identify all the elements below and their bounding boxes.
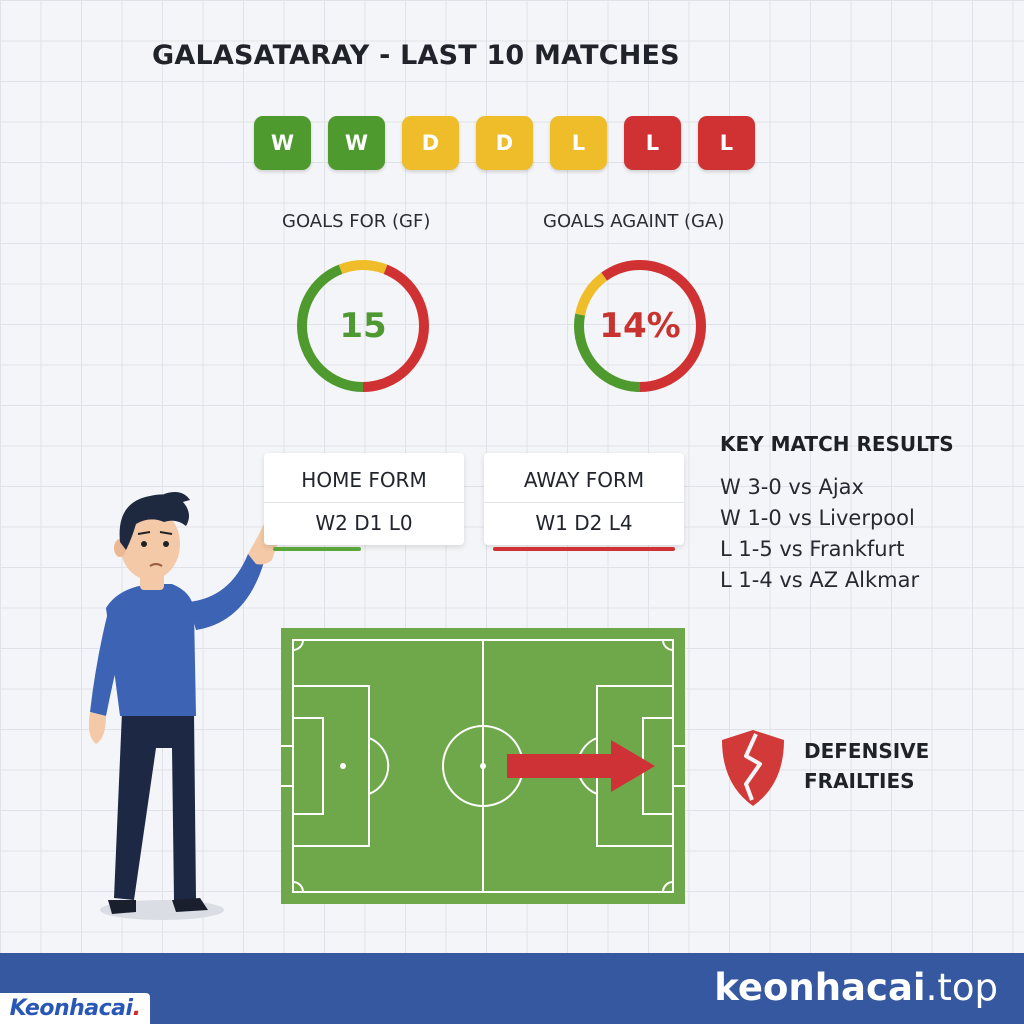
goals-for-label: GOALS FOR (GF) <box>282 211 431 232</box>
ring-segment-red <box>574 260 706 392</box>
brand-logo[interactable]: Keonhacai. <box>0 993 150 1024</box>
goals-against-value: 14% <box>599 306 681 346</box>
form-badge-d: D <box>402 116 459 170</box>
form-badge-l: L <box>550 116 607 170</box>
goals-for-ring: 15 <box>293 256 433 396</box>
key-results-title: KEY MATCH RESULTS <box>720 432 954 456</box>
frailties-line-2: FRAILTIES <box>804 769 915 793</box>
site-name[interactable]: keonhacai.top <box>714 966 998 1009</box>
attack-arrow <box>507 740 655 792</box>
form-badge-w: W <box>328 116 385 170</box>
football-pitch <box>281 628 685 904</box>
site-name-tld: .top <box>925 966 998 1009</box>
logo-dot: . <box>132 996 141 1021</box>
home-form-value: W2 D1 L0 <box>315 511 413 535</box>
ring-segment-red <box>297 260 429 392</box>
home-form-line <box>273 547 361 551</box>
defensive-frailties-label: DEFENSIVE FRAILTIES <box>804 736 929 796</box>
broken-shield-icon <box>722 730 784 806</box>
site-name-main: keonhacai <box>714 966 926 1009</box>
goals-against-ring: 14% <box>570 256 710 396</box>
away-form-line <box>493 547 675 551</box>
home-form-title: HOME FORM <box>264 453 464 503</box>
frailties-line-1: DEFENSIVE <box>804 739 930 763</box>
key-result-item: L 1-5 vs Frankfurt <box>720 537 905 561</box>
away-form-title: AWAY FORM <box>484 453 684 503</box>
goals-against-donut <box>574 260 706 392</box>
away-form-card: AWAY FORM W1 D2 L4 <box>484 453 684 545</box>
home-form-card: HOME FORM W2 D1 L0 <box>264 453 464 545</box>
form-badge-d: D <box>476 116 533 170</box>
goals-for-value: 15 <box>339 306 387 346</box>
person-illustration <box>88 492 278 920</box>
logo-text: Keonhacai. <box>10 996 141 1021</box>
key-result-item: L 1-4 vs AZ Alkmar <box>720 568 920 592</box>
away-form-value: W1 D2 L4 <box>535 511 633 535</box>
key-result-item: W 1-0 vs Liverpool <box>720 506 915 530</box>
goals-against-label: GOALS AGAINT (GA) <box>543 211 725 232</box>
footer-bar <box>0 953 1024 1024</box>
ring-segment-yellow <box>297 260 429 392</box>
page-title: GALASATARAY - LAST 10 MATCHES <box>152 40 680 71</box>
form-badge-l: L <box>624 116 681 170</box>
form-badge-l: L <box>698 116 755 170</box>
goals-for-donut <box>297 260 429 392</box>
key-result-item: W 3-0 vs Ajax <box>720 475 864 499</box>
logo-wordmark: Keonhacai <box>9 996 133 1021</box>
form-badge-w: W <box>254 116 311 170</box>
key-results-list: W 3-0 vs Ajax W 1-0 vs Liverpool L 1-5 v… <box>720 472 919 596</box>
